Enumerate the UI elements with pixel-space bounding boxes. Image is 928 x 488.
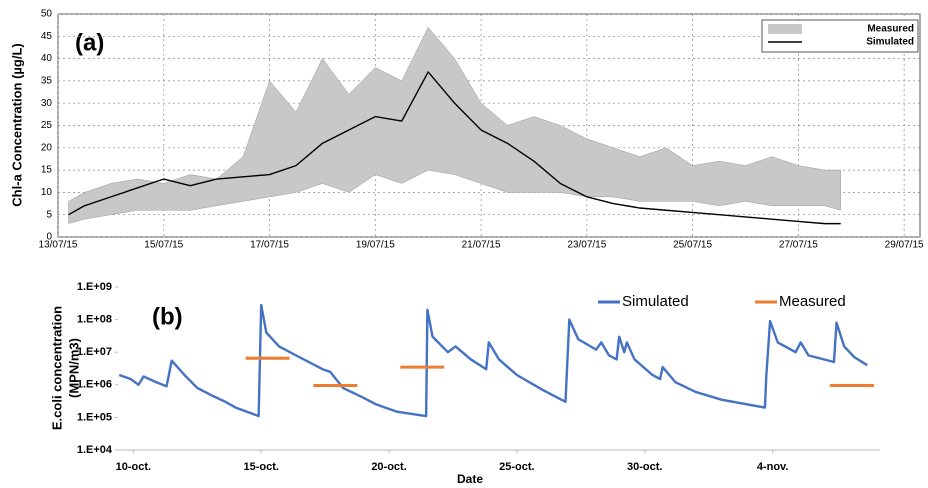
x-tick-label: 29/07/15 [885,240,924,251]
y-tick-label: 25 [41,120,53,131]
x-tick-label: 21/07/15 [462,240,501,251]
y-tick-label: 10 [41,187,53,198]
x-tick-label: 23/07/15 [567,240,606,251]
x-tick-label: 20-oct. [371,461,406,473]
series-line [68,71,841,225]
x-tick-label: 10-oct. [116,461,151,473]
y-tick-label: 35 [41,76,53,87]
panel-label: (b) [152,303,183,330]
y-axis-label: (MPN/m3) [66,338,81,398]
series-line [118,303,868,418]
x-axis-label: Date [457,472,483,486]
panel-label: (a) [75,29,104,56]
y-axis-label: E.coli concentration [49,306,64,430]
y-tick-label: 20 [41,142,53,153]
x-tick-label: 25/07/15 [673,240,712,251]
y-tick-label: 1.E+05 [77,411,112,423]
x-tick-label: 13/07/15 [39,240,78,251]
x-tick-label: 19/07/15 [356,240,395,251]
y-tick-label: 50 [41,9,53,20]
y-tick-label: 30 [41,98,53,109]
y-tick-label: 45 [41,31,53,42]
x-tick-label: 17/07/15 [250,240,289,251]
x-tick-label: 4-nov. [757,461,789,473]
legend-label: Measured [779,293,846,310]
y-axis-label: Chl-a Concentration (µg/L) [9,43,24,206]
y-tick-label: 1.E+08 [77,314,112,326]
legend-label: Measured [867,24,914,35]
x-tick-label: 27/07/15 [779,240,818,251]
legend-label: Simulated [866,37,914,48]
y-tick-label: 1.E+04 [77,444,113,456]
y-tick-label: 0 [46,232,52,243]
legend-swatch [768,24,802,34]
y-tick-label: 5 [46,209,52,220]
x-tick-label: 25-oct. [499,461,534,473]
y-tick-label: 1.E+06 [77,379,112,391]
x-tick-label: 30-oct. [627,461,662,473]
y-tick-label: 40 [41,53,53,64]
x-tick-label: 15-oct. [243,461,278,473]
y-tick-label: 15 [41,165,53,176]
y-tick-label: 1.E+07 [77,346,112,358]
y-tick-label: 1.E+09 [77,281,112,293]
x-tick-label: 15/07/15 [144,240,183,251]
legend-label: Simulated [622,293,689,310]
